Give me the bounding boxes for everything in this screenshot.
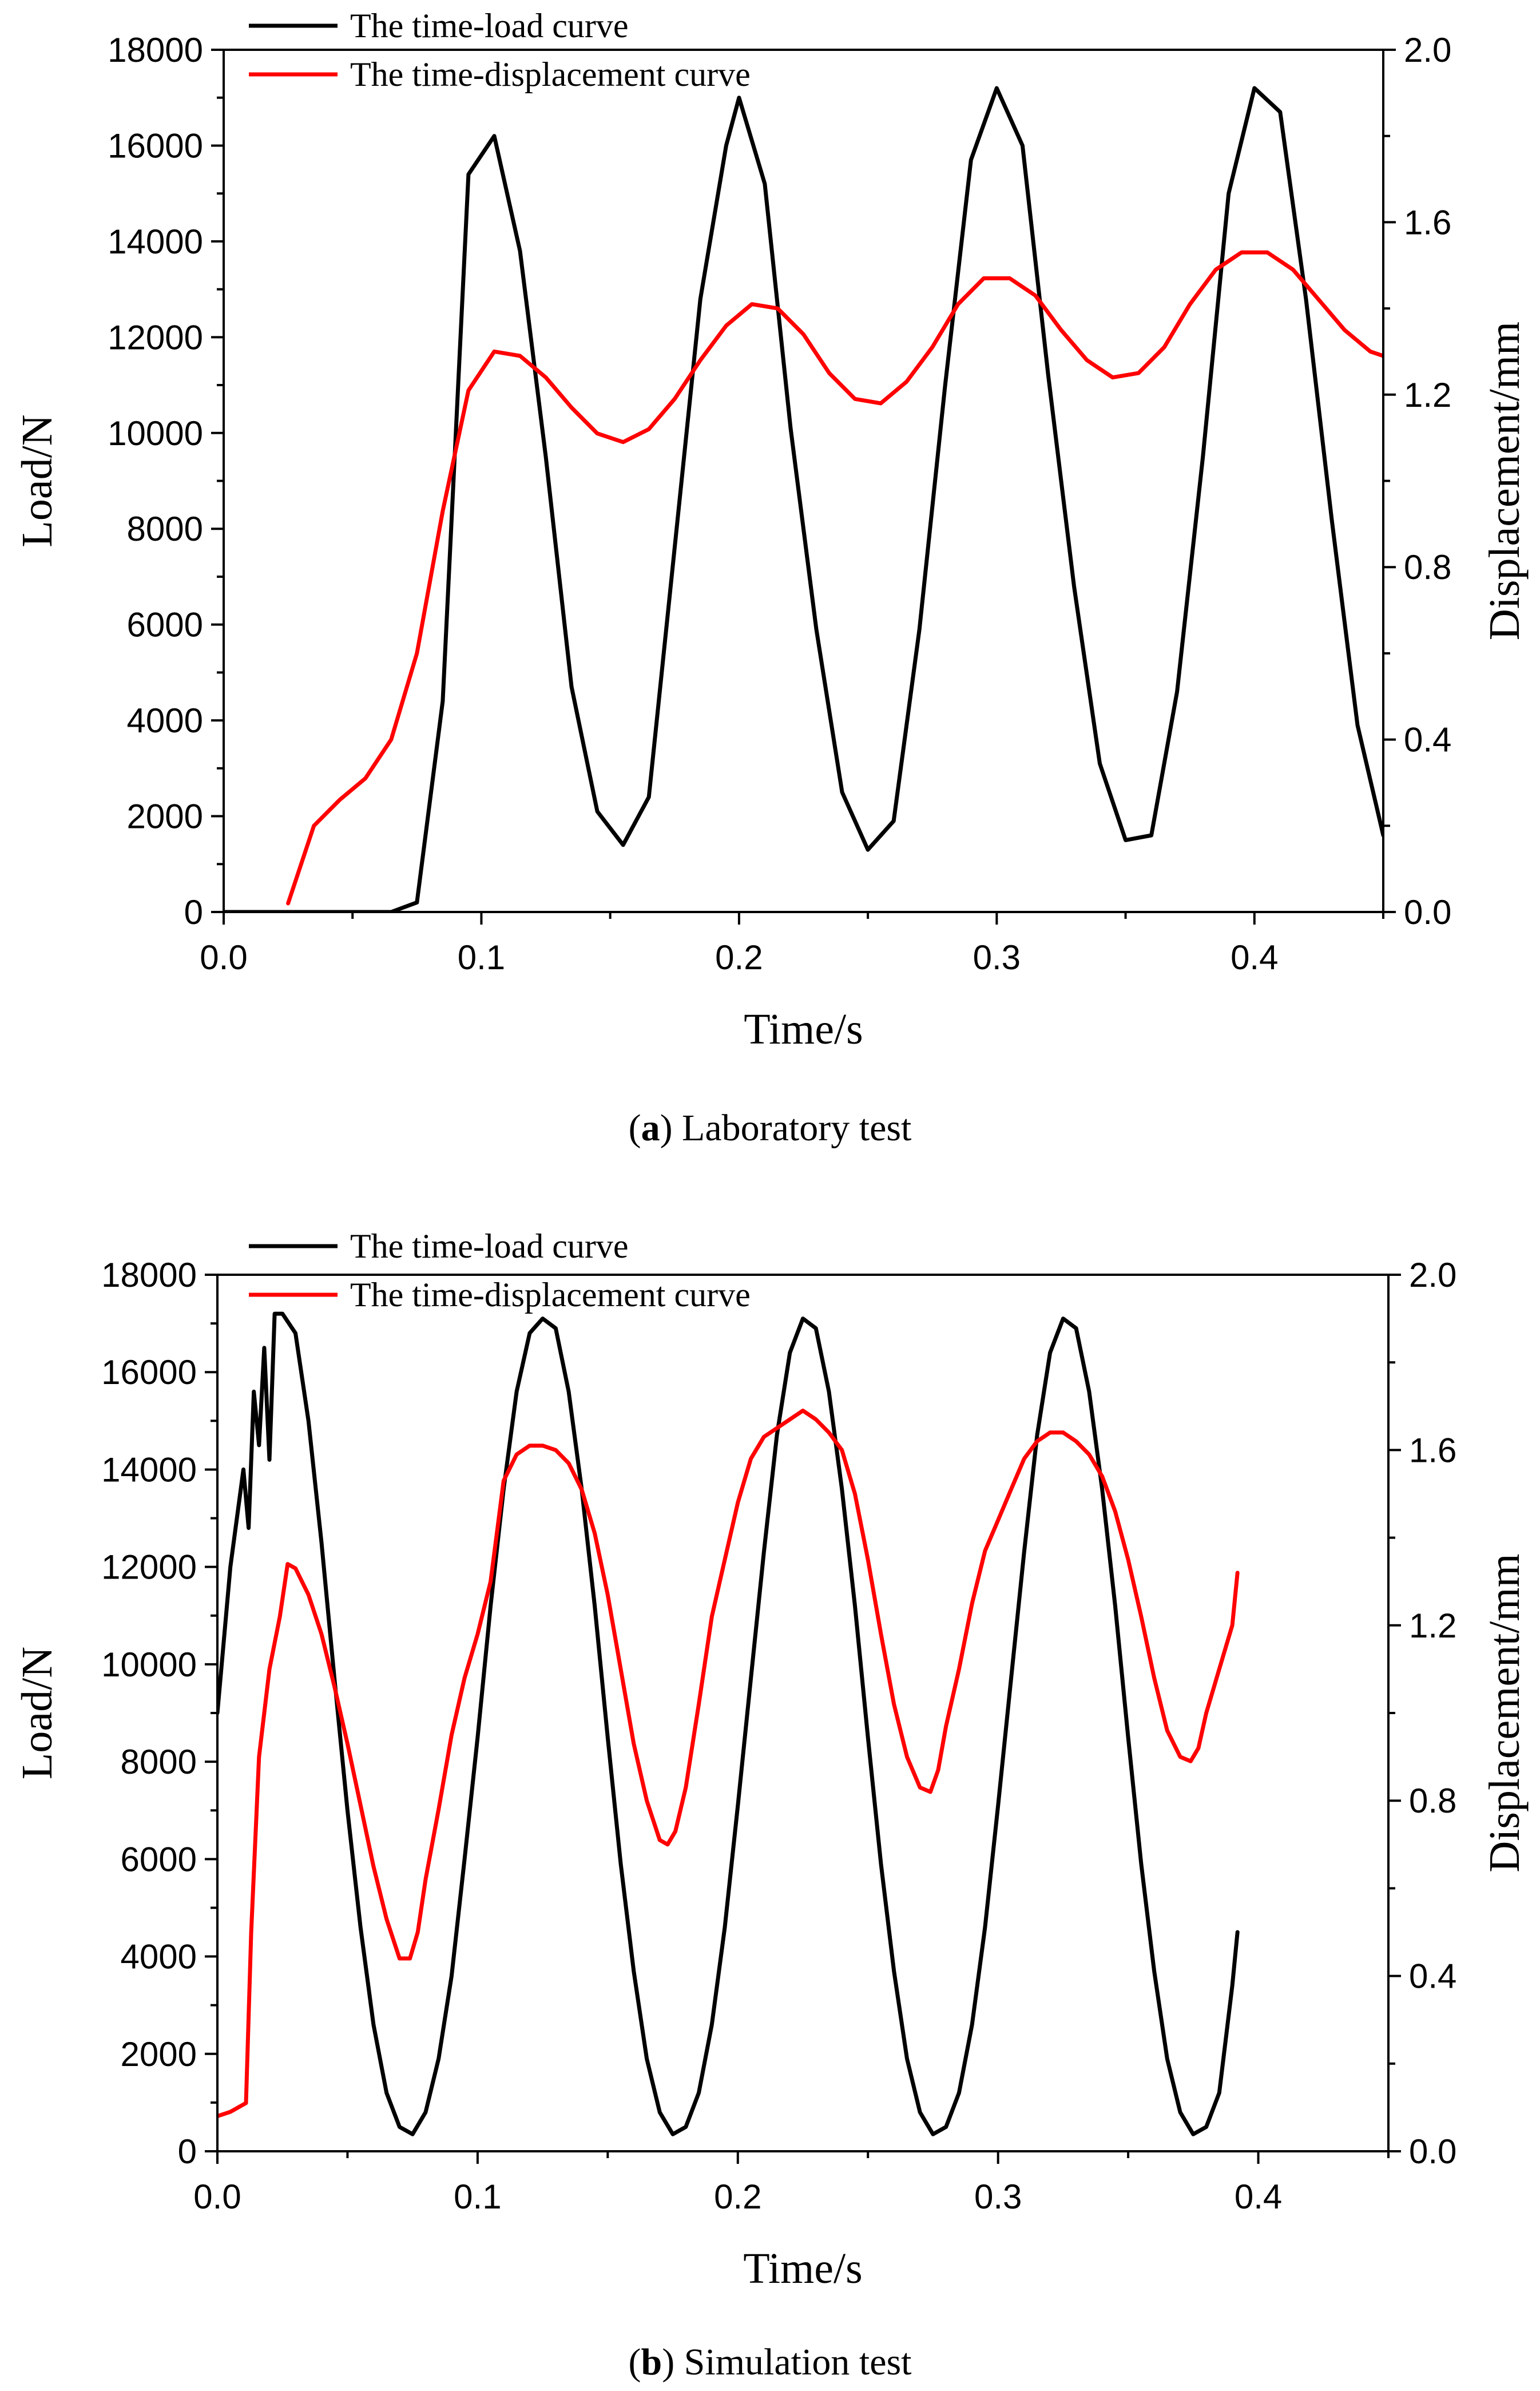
y2-tick-label: 1.2: [1404, 376, 1451, 414]
x-axis-title: Time/s: [743, 2245, 862, 2293]
y2-tick-label: 1.6: [1404, 203, 1451, 241]
caption-letter: b: [641, 2341, 662, 2383]
y2-tick-label: 2.0: [1409, 1256, 1456, 1294]
y2-tick-label: 2.0: [1404, 31, 1451, 69]
panel-caption: (a) Laboratory test: [629, 1107, 912, 1149]
y-axis-title: Load/N: [13, 1647, 61, 1779]
x-tick-label: 0.1: [454, 2178, 501, 2216]
y-tick-label: 12000: [108, 318, 203, 356]
y-tick-label: 2000: [121, 2035, 197, 2073]
y2-tick-label: 0.4: [1404, 721, 1451, 759]
caption-text: Laboratory test: [673, 1107, 912, 1149]
y2-tick-label: 1.6: [1409, 1431, 1456, 1469]
legend-label-displacement: The time-displacement curve: [350, 55, 751, 93]
y2-tick-label: 0.0: [1404, 893, 1451, 931]
x-tick-label: 0.4: [1231, 938, 1278, 977]
y-tick-label: 6000: [127, 606, 203, 644]
legend: The time-load curve The time-displacement…: [249, 7, 751, 93]
y-tick-label: 16000: [101, 1353, 197, 1391]
series-line-displacement: [286, 250, 1383, 906]
caption-text: Simulation test: [674, 2341, 911, 2383]
y2-tick-label: 1.2: [1409, 1607, 1456, 1645]
y2-tick-label: 0.8: [1409, 1782, 1456, 1820]
plot-frame: [216, 1274, 1390, 2152]
y-tick-label: 14000: [108, 223, 203, 261]
y-tick-label: 2000: [127, 798, 203, 836]
y-tick-label: 4000: [121, 1938, 197, 1976]
caption-letter: a: [641, 1107, 660, 1149]
x-tick-label: 0.2: [714, 2178, 761, 2216]
x-tick-label: 0.0: [200, 938, 247, 977]
x-tick-label: 0.1: [458, 938, 505, 977]
x-tick-label: 0.2: [715, 938, 763, 977]
legend-label-load: The time-load curve: [350, 7, 628, 45]
y-tick-label: 8000: [121, 1743, 197, 1781]
x-tick-label: 0.0: [193, 2178, 241, 2216]
y-tick-label: 8000: [127, 510, 203, 548]
series-line-load: [224, 86, 1383, 912]
x-tick-label: 0.4: [1235, 2178, 1282, 2216]
y-tick-label: 4000: [127, 701, 203, 740]
y-tick-label: 0: [178, 2132, 197, 2171]
caption-close-paren: ): [660, 1107, 673, 1149]
caption-open-paren: (: [629, 1107, 641, 1149]
y-tick-label: 6000: [121, 1840, 197, 1878]
y-tick-label: 10000: [108, 414, 203, 453]
y-tick-label: 12000: [101, 1548, 197, 1587]
legend-label-load: The time-load curve: [350, 1227, 628, 1265]
y-tick-label: 16000: [108, 126, 203, 165]
chart-panel-b: 0.0 0.1 0.2 0.3 0.4 0 2000 4000 6000 8000 10000 120…: [13, 1227, 1529, 2383]
legend: The time-load curve The time-displacement…: [249, 1227, 751, 1314]
x-axis-title: Time/s: [744, 1005, 863, 1053]
y-axis-title: Load/N: [13, 414, 61, 547]
caption-close-paren: ): [662, 2341, 674, 2383]
series-line-load: [217, 1311, 1240, 2136]
y-tick-label: 18000: [101, 1256, 197, 1294]
panel-caption: (b) Simulation test: [628, 2341, 911, 2383]
y2-axis-title: Displacement/mm: [1481, 322, 1529, 640]
y2-tick-label: 0.4: [1409, 1957, 1456, 1996]
y2-tick-label: 0.8: [1404, 548, 1451, 586]
y-tick-label: 14000: [101, 1450, 197, 1489]
legend-label-displacement: The time-displacement curve: [350, 1276, 751, 1314]
chart-panel-a: 0.0 0.1 0.2 0.3 0.4 0 2000 4000 6000 8000 10000 120…: [13, 7, 1529, 1149]
x-tick-label: 0.3: [973, 938, 1021, 977]
plot-frame: [223, 49, 1384, 913]
series-line-displacement: [217, 1409, 1240, 2119]
caption-open-paren: (: [628, 2341, 641, 2383]
y2-tick-label: 0.0: [1409, 2132, 1456, 2171]
y-tick-label: 0: [184, 893, 203, 931]
y-tick-label: 10000: [101, 1645, 197, 1684]
x-tick-label: 0.3: [974, 2178, 1022, 2216]
y2-axis-title: Displacement/mm: [1481, 1553, 1529, 1872]
y-tick-label: 18000: [108, 31, 203, 69]
